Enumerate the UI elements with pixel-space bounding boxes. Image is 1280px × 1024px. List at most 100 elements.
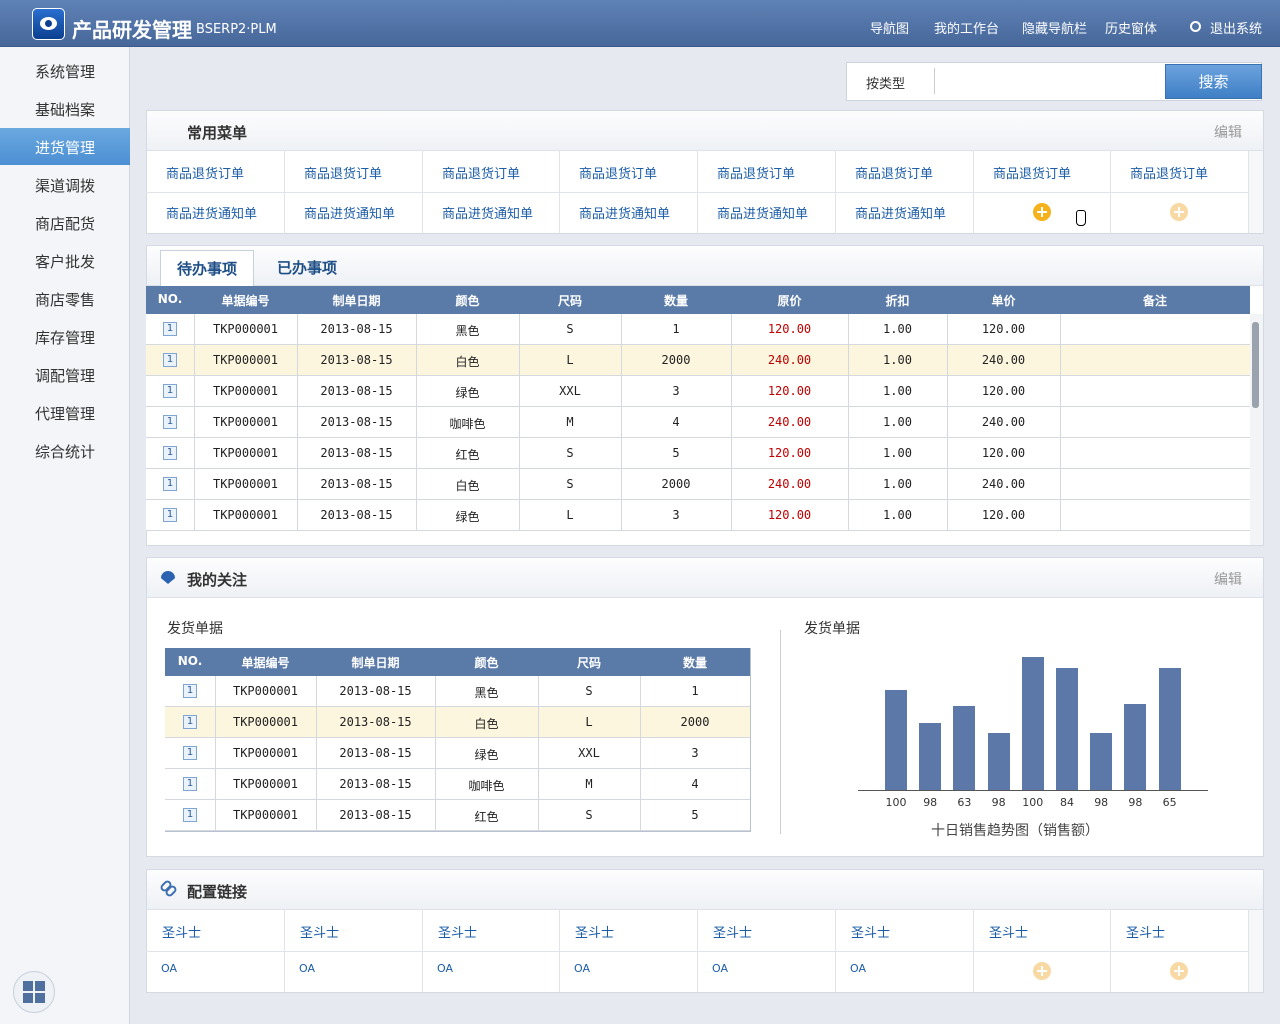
nav-link[interactable]: 退出系统 [1210,22,1263,37]
tab[interactable]: 待办事项 [160,250,254,287]
cell-border [621,500,622,531]
grid-link[interactable]: 圣斗士 [575,926,615,941]
cell: M [566,415,574,429]
heart-shape [161,571,175,584]
panel-header [147,870,1263,910]
grid-link[interactable]: 商品退货订单 [1130,167,1209,182]
bar [1021,657,1044,790]
grid-link[interactable]: 圣斗士 [1126,926,1166,941]
chart-title: 发货单据 [804,621,860,637]
chart-axis [858,790,1208,791]
nav-link[interactable]: 我的工作台 [934,22,1000,37]
grid-link[interactable]: 商品退货订单 [855,167,934,182]
sidebar-item[interactable]: 基础档案 [35,101,96,119]
scroll-thumb[interactable] [1252,322,1259,408]
sidebar-item[interactable]: 商店配货 [35,215,96,233]
cell: 2013-08-15 [320,508,393,522]
grid-link[interactable]: 商品退货订单 [993,167,1072,182]
table-title: 发货单据 [167,621,223,637]
grid-link[interactable]: OA [712,962,728,975]
cell-border [416,345,417,376]
grid-link[interactable]: OA [574,962,590,975]
cell-border [640,769,641,800]
panel-title: 常用菜单 [187,124,248,142]
row-number: 1 [163,446,177,460]
search-type[interactable]: 按类型 [866,77,906,92]
search-input[interactable] [940,64,1162,99]
cell: 120.00 [767,322,812,336]
grid-link[interactable]: 商品退货订单 [442,167,521,182]
sidebar-item[interactable]: 渠道调拨 [35,177,96,195]
cell-border [194,376,195,407]
grid-line [1110,151,1111,233]
bar-label: 65 [1162,796,1177,809]
nav-link[interactable]: 历史窗体 [1105,22,1158,37]
sidebar-item[interactable]: 商店零售 [35,291,96,309]
row-number: 1 [183,684,197,698]
grid-link[interactable]: 商品退货订单 [717,167,796,182]
grid-link[interactable]: 圣斗士 [989,926,1029,941]
sidebar-item[interactable]: 综合统计 [35,443,96,461]
cell-border [297,376,298,407]
cell: 3 [672,508,680,522]
sidebar-item[interactable]: 库存管理 [35,329,96,347]
add-icon-bar [1178,966,1180,976]
nav-link[interactable]: 隐藏导航栏 [1022,22,1088,37]
grid-link[interactable]: 商品进货通知单 [166,207,258,222]
grid-link[interactable]: OA [850,962,866,975]
grid-link[interactable]: 商品进货通知单 [442,207,534,222]
row-number: 1 [163,322,177,336]
cell-border [947,314,948,345]
cell: 240.00 [981,477,1026,491]
app-menu-button[interactable] [13,971,55,1013]
nav-link[interactable]: 导航图 [870,22,910,37]
table-row [146,314,1250,345]
cell-border [215,738,216,769]
sidebar-item[interactable]: 代理管理 [35,405,96,423]
panel-edit[interactable]: 编辑 [1214,572,1242,588]
search-divider [934,68,935,94]
column-header: 数量 [663,294,688,308]
cell-border [848,376,849,407]
grid-link[interactable]: 圣斗士 [162,926,202,941]
sidebar-item[interactable]: 进货管理 [35,139,96,157]
grid-link[interactable]: 商品退货订单 [304,167,383,182]
sidebar-item[interactable]: 调配管理 [35,367,96,385]
cell: 绿色 [455,386,480,400]
grid-link[interactable]: OA [299,962,315,975]
cell-border [848,407,849,438]
panel-edit[interactable]: 编辑 [1214,125,1242,141]
grid-link[interactable]: 圣斗士 [851,926,891,941]
table-row [146,376,1250,407]
cell-border [621,438,622,469]
grid-link[interactable]: 商品进货通知单 [717,207,809,222]
logo-pupil [45,20,52,27]
sidebar-item[interactable]: 客户批发 [35,253,96,271]
bar [1056,668,1078,790]
row-number: 1 [163,477,177,491]
grid-link[interactable]: 商品进货通知单 [304,207,396,222]
tab-strip [147,246,1263,286]
cell: TKP000001 [232,746,299,760]
grid-link[interactable]: 商品进货通知单 [855,207,947,222]
cell: 4 [672,415,680,429]
cell: S [566,322,574,336]
grid-link[interactable]: 商品退货订单 [166,167,245,182]
grid-link[interactable]: 商品进货通知单 [579,207,671,222]
panel-title: 配置链接 [187,883,248,901]
cell: 红色 [455,448,480,462]
search-button[interactable]: 搜索 [1165,64,1262,99]
power-icon [1190,21,1201,32]
tab[interactable]: 已办事项 [276,259,337,277]
table-header [146,286,1250,314]
add-icon-bar [1178,207,1180,217]
grid-link[interactable]: 圣斗士 [300,926,340,941]
grid-link[interactable]: 商品退货订单 [579,167,658,182]
cell-border [297,345,298,376]
sidebar-item[interactable]: 系统管理 [35,63,96,81]
grid-link[interactable]: OA [161,962,177,975]
grid-link[interactable]: 圣斗士 [438,926,478,941]
grid-link[interactable]: OA [437,962,453,975]
cell-border [519,438,520,469]
grid-link[interactable]: 圣斗士 [713,926,753,941]
